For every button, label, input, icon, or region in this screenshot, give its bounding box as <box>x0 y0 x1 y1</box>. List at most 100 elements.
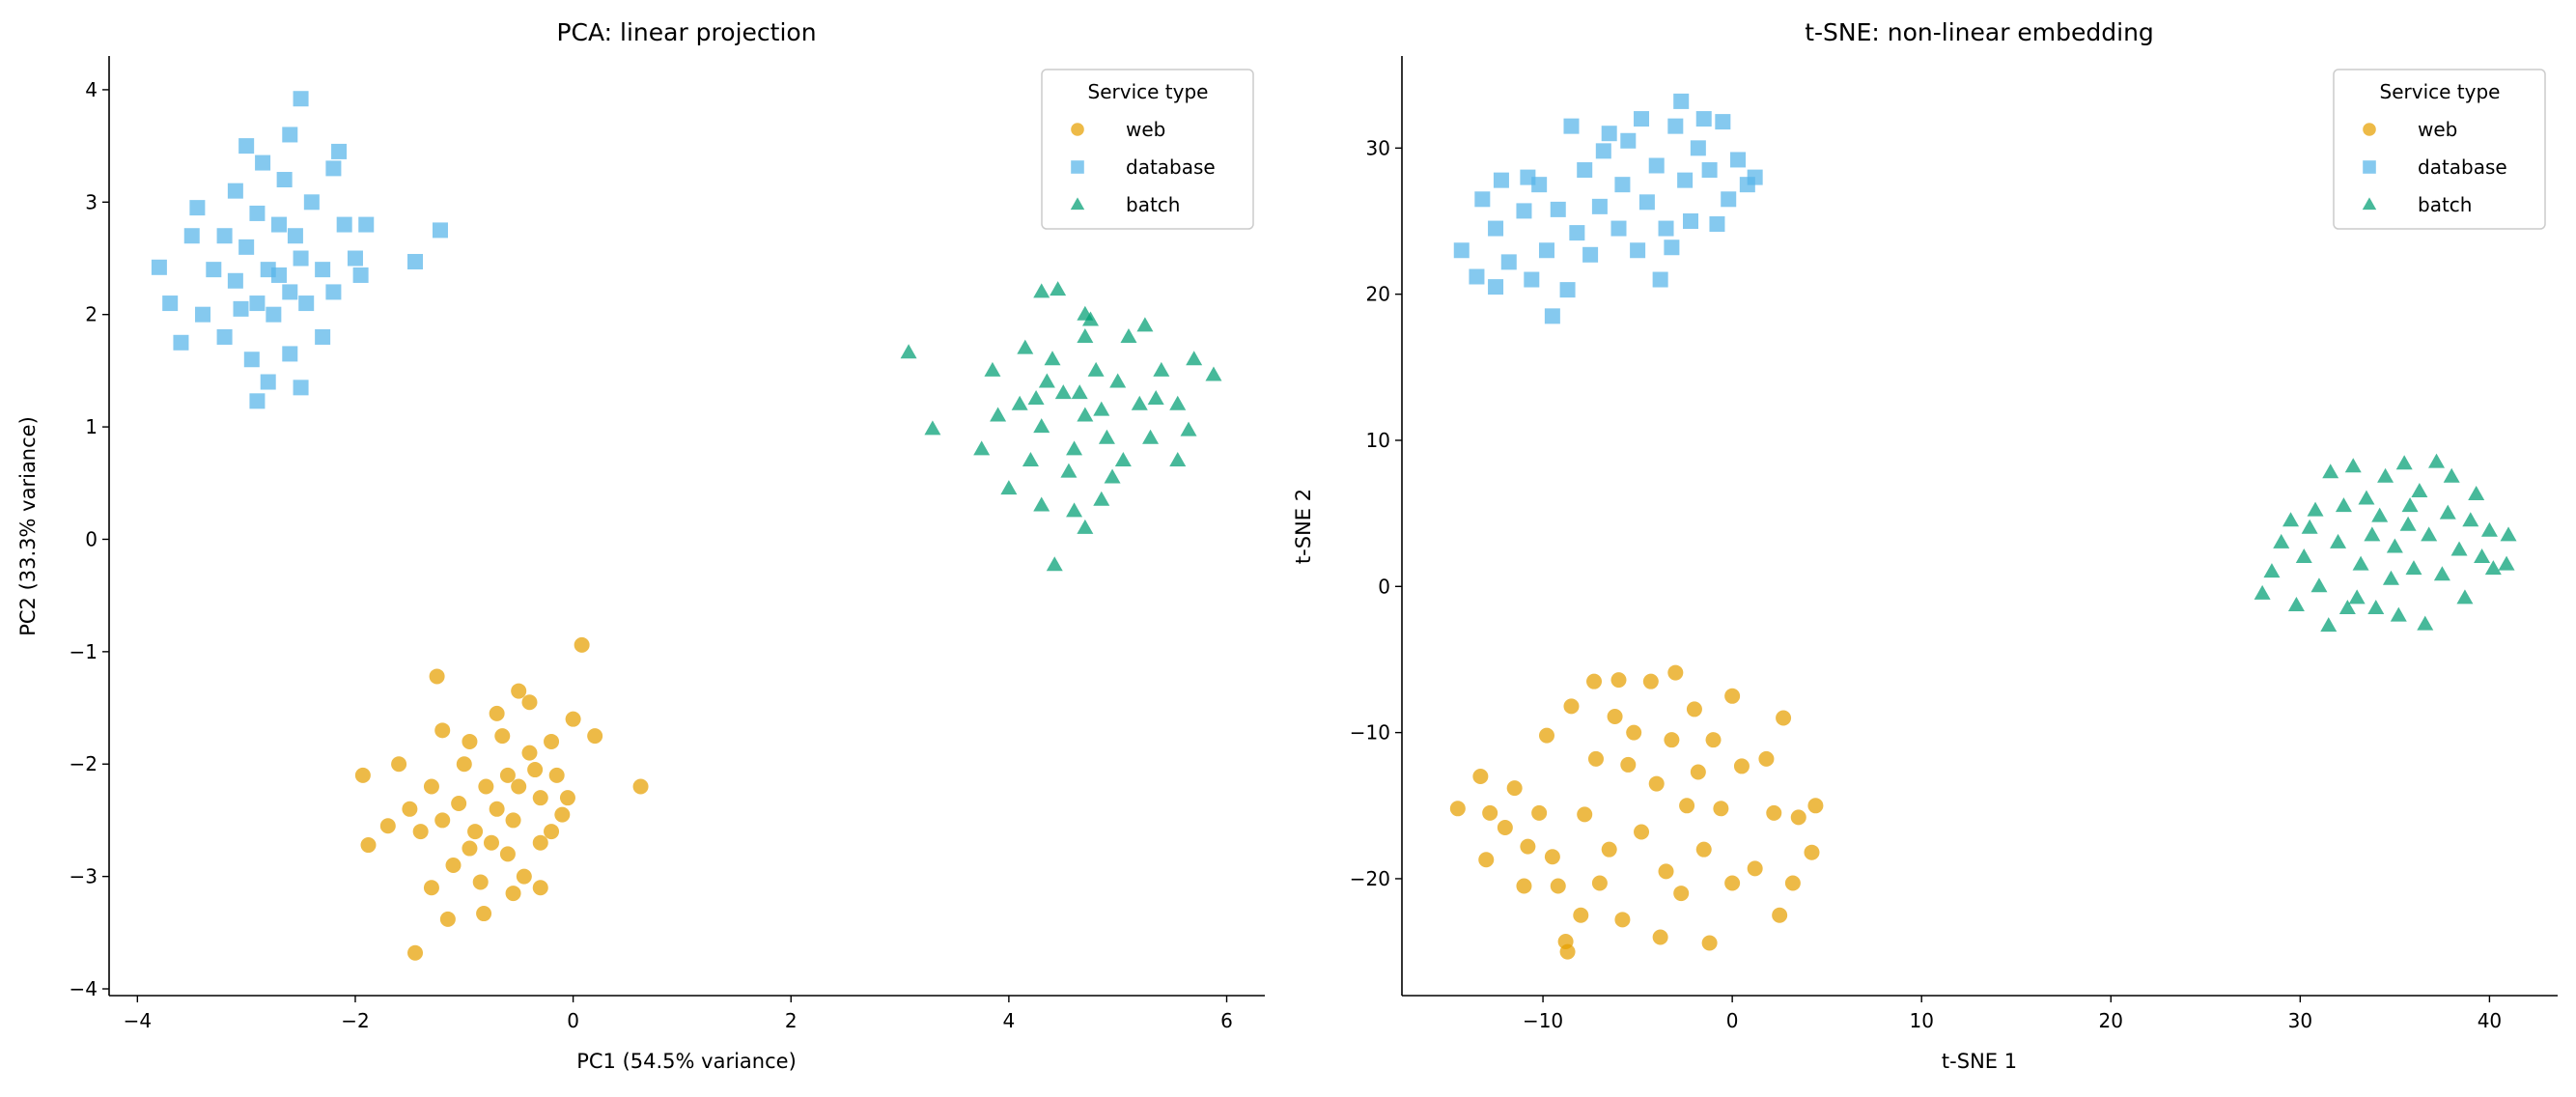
web-point <box>511 778 527 795</box>
batch-point <box>1153 361 1170 377</box>
web-point <box>1544 849 1560 865</box>
web-point <box>445 857 462 873</box>
web-point <box>565 711 581 727</box>
y-tick-label: 30 <box>1366 136 1390 159</box>
web-point <box>1807 798 1824 814</box>
batch-point <box>2439 504 2456 520</box>
batch-point <box>1046 556 1063 572</box>
batch-point <box>2335 497 2352 513</box>
web-point <box>1626 724 1642 741</box>
database-point <box>1677 172 1694 188</box>
pca-title: PCA: linear projection <box>556 18 816 46</box>
database-point <box>173 334 189 351</box>
x-tick-label: −2 <box>341 1009 369 1032</box>
y-tick-label: 0 <box>1378 575 1390 598</box>
batch-point <box>1033 418 1050 434</box>
batch-point <box>1017 339 1034 354</box>
web-point <box>574 636 590 653</box>
database-point <box>227 272 243 289</box>
database-point <box>1638 194 1655 211</box>
database-point <box>352 267 369 283</box>
database-point <box>1582 246 1599 263</box>
web-series <box>1449 664 1824 960</box>
legend-batch-triangle-icon <box>1070 197 1085 211</box>
batch-point <box>2428 453 2446 468</box>
y-tick-label: 3 <box>85 190 98 213</box>
database-point <box>1683 212 1699 229</box>
database-point <box>1488 279 1504 295</box>
batch-point <box>2484 560 2502 576</box>
database-point <box>432 222 448 239</box>
batch-point <box>2480 521 2498 537</box>
y-tick-label: 20 <box>1366 283 1390 306</box>
batch-point <box>2395 455 2413 470</box>
batch-point <box>1104 468 1121 484</box>
batch-point <box>2273 533 2290 548</box>
web-point <box>1658 863 1674 880</box>
legend-frame <box>2333 69 2546 230</box>
database-point <box>151 259 167 275</box>
web-point <box>1520 838 1536 855</box>
web-point <box>451 795 467 811</box>
database-point <box>1474 191 1491 208</box>
batch-point <box>1114 451 1132 466</box>
web-series <box>354 636 649 961</box>
web-point <box>462 840 478 857</box>
web-point <box>1724 688 1741 704</box>
batch-point <box>2310 577 2328 593</box>
web-point <box>1449 801 1466 817</box>
web-point <box>1482 804 1498 821</box>
web-point <box>456 756 472 773</box>
batch-point <box>1205 366 1222 381</box>
database-point <box>1709 216 1725 233</box>
database-point <box>293 91 309 107</box>
database-point <box>1520 169 1536 185</box>
web-point <box>423 880 439 896</box>
batch-point <box>2468 485 2485 500</box>
pca-xlabel: PC1 (54.5% variance) <box>576 1050 797 1073</box>
web-point <box>1664 732 1680 748</box>
batch-point <box>2263 563 2281 578</box>
database-point <box>189 200 206 216</box>
database-point <box>1673 93 1690 109</box>
database-point <box>1701 162 1718 179</box>
database-point <box>206 262 222 278</box>
web-point <box>511 683 527 699</box>
y-tick-label: 1 <box>85 415 98 438</box>
database-point <box>331 143 348 159</box>
web-point <box>544 733 560 749</box>
batch-point <box>2401 497 2419 513</box>
batch-point <box>1077 407 1094 422</box>
y-tick-label: 0 <box>85 527 98 550</box>
web-point <box>532 834 548 851</box>
batch-point <box>2456 589 2474 605</box>
batch-point <box>2348 589 2366 605</box>
x-tick-label: 4 <box>1003 1009 1016 1032</box>
web-point <box>1648 775 1665 792</box>
web-point <box>1601 841 1617 858</box>
legend: Service type web database batch <box>1041 69 1254 230</box>
database-point <box>347 250 363 267</box>
x-tick-label: 6 <box>1220 1009 1233 1032</box>
tsne-xlabel: t-SNE 1 <box>1942 1050 2017 1073</box>
database-point <box>249 205 266 221</box>
batch-point <box>1077 519 1094 534</box>
batch-point <box>1044 351 1061 366</box>
web-point <box>1642 673 1659 689</box>
web-point <box>1607 708 1623 724</box>
web-point <box>587 728 603 745</box>
batch-point <box>984 361 1001 377</box>
y-tick-label: −2 <box>70 752 98 775</box>
database-point <box>336 216 352 233</box>
batch-point <box>1050 281 1067 296</box>
x-tick-label: 10 <box>1909 1009 1933 1032</box>
batch-point <box>2322 464 2339 479</box>
tsne-title: t-SNE: non-linear embedding <box>1805 18 2154 46</box>
web-point <box>554 806 571 823</box>
database-series <box>151 91 448 409</box>
batch-point <box>2386 538 2403 553</box>
web-point <box>423 778 439 795</box>
batch-point <box>2474 548 2491 564</box>
database-point <box>1690 140 1706 156</box>
batch-point <box>2399 516 2417 531</box>
